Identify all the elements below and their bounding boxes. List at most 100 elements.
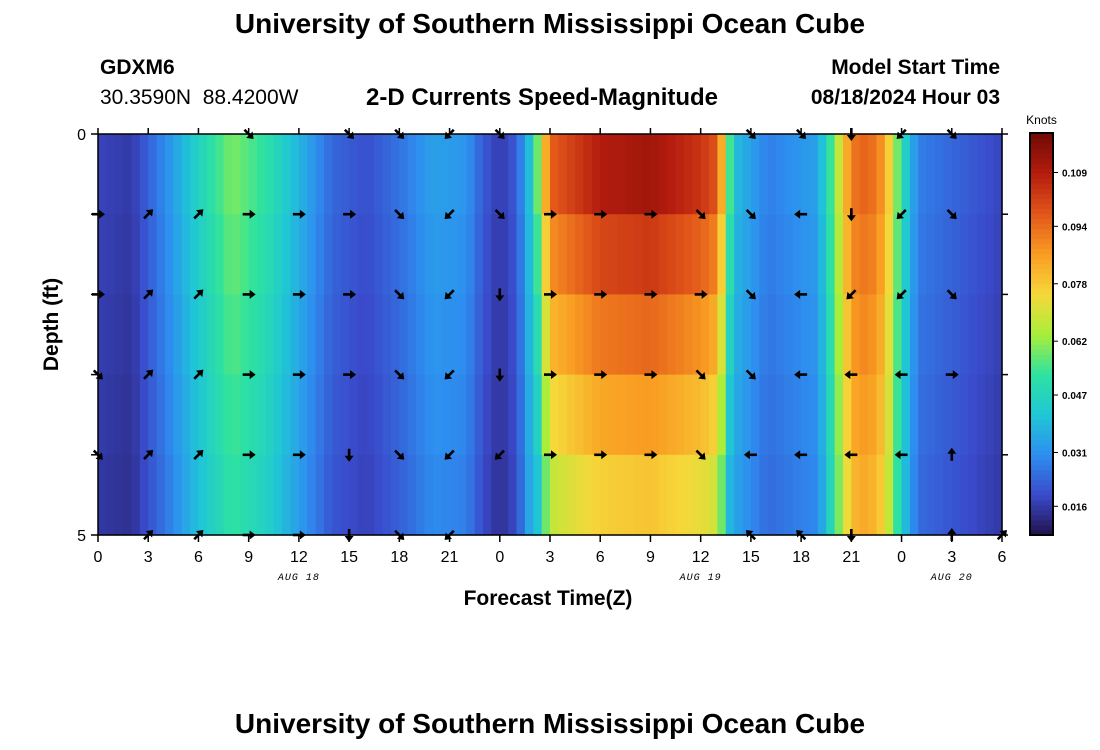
heatmap-cell — [734, 374, 744, 456]
heatmap-cell — [717, 214, 727, 295]
heatmap-cell — [826, 454, 836, 536]
heatmap-cell — [750, 294, 760, 376]
heatmap-cell — [533, 214, 543, 295]
heatmap-cell — [198, 214, 208, 295]
x-tick-label: 0 — [897, 549, 906, 566]
colorbar-segment — [1030, 399, 1053, 405]
heatmap-cell — [198, 294, 208, 376]
heatmap-cell — [123, 454, 133, 536]
heatmap-cell — [675, 454, 685, 536]
heatmap-cell — [742, 294, 752, 376]
colorbar-segment — [1030, 198, 1053, 204]
colorbar-segment — [1030, 394, 1053, 400]
heatmap-cell — [767, 214, 777, 295]
heatmap-cell — [893, 294, 903, 376]
current-vectors — [92, 128, 1007, 542]
heatmap-cell — [516, 134, 526, 215]
current-vector-arrow — [494, 209, 505, 220]
heatmap-cell — [390, 454, 400, 536]
current-vector-arrow — [494, 128, 505, 139]
heatmap-cell — [499, 374, 509, 456]
current-vector-arrow — [846, 208, 856, 222]
heatmap-cell — [231, 134, 241, 215]
heatmap-cell — [859, 374, 869, 456]
heatmap-cell — [709, 134, 719, 215]
heatmap-cell — [198, 374, 208, 456]
heatmap-cell — [776, 294, 785, 376]
heatmap-cell — [390, 214, 400, 295]
heatmap-cell — [374, 294, 384, 376]
heatmap-cell — [742, 134, 752, 215]
colorbar-segment — [1030, 268, 1053, 275]
model-start-label: Model Start Time — [831, 56, 1000, 79]
heatmap-cell — [324, 294, 333, 376]
heatmap-cell — [432, 294, 442, 376]
heatmap-cell — [307, 294, 317, 376]
heatmap-cell — [700, 454, 710, 536]
heatmap-cell — [508, 214, 518, 295]
heatmap-cell — [98, 134, 107, 215]
heatmap-cell — [131, 374, 141, 456]
heatmap-cell — [298, 294, 308, 376]
heatmap-cell — [382, 214, 392, 295]
heatmap-cell — [349, 214, 359, 295]
heatmap-cell — [583, 294, 593, 376]
heatmap-cell — [190, 454, 200, 536]
heatmap-cell — [893, 214, 903, 295]
heatmap-cell — [817, 134, 827, 215]
heatmap-cell — [533, 454, 543, 536]
current-vector-arrow — [193, 369, 204, 380]
heatmap-cell — [390, 374, 400, 456]
colorbar-segment — [1030, 349, 1053, 355]
heatmap-cell — [558, 294, 568, 376]
heatmap-cell — [692, 374, 702, 456]
heatmap-cell — [390, 294, 400, 376]
heatmap-cell — [960, 134, 970, 215]
colorbar-segment — [1030, 354, 1053, 360]
x-tick-label: 12 — [692, 549, 710, 566]
heatmap-cell — [968, 454, 978, 536]
current-vector-arrow — [494, 449, 505, 460]
heatmap-cell — [876, 294, 886, 376]
heatmap-cell — [550, 454, 559, 536]
date-label: AUG 18 — [277, 573, 320, 584]
heatmap-cell — [809, 134, 819, 215]
colorbar-segment — [1030, 489, 1053, 496]
heatmap-cell — [508, 374, 518, 456]
heatmap-cell — [709, 454, 719, 536]
colorbar-segment — [1030, 173, 1053, 179]
heatmap-cell — [524, 134, 534, 215]
heatmap-cell — [667, 454, 677, 536]
current-vector-arrow — [594, 450, 608, 460]
colorbar-segment — [1030, 263, 1053, 270]
heatmap-cell — [106, 214, 116, 295]
heatmap-cell — [164, 134, 174, 215]
heatmap-cell — [432, 214, 442, 295]
colorbar-segment — [1030, 313, 1053, 320]
colorbar-segment — [1030, 389, 1053, 395]
station-id: GDXM6 — [100, 56, 175, 79]
heatmap-cell — [608, 134, 618, 215]
heatmap-cell — [265, 214, 275, 295]
current-vector-arrow — [644, 289, 658, 299]
current-vector-arrow — [544, 209, 557, 219]
current-vector-arrow — [92, 209, 105, 219]
heatmap-cell — [248, 454, 258, 536]
heatmap-cell — [759, 214, 769, 295]
colorbar-tick-label: 0.016 — [1062, 502, 1087, 513]
heatmap-cell — [156, 374, 166, 456]
heatmap-cell — [876, 134, 886, 215]
heatmap-cell — [868, 374, 878, 456]
heatmap-cell — [198, 454, 208, 536]
heatmap-cell — [190, 374, 200, 456]
heatmap-cell — [441, 294, 451, 376]
heatmap-cell — [357, 214, 367, 295]
x-tick-label: 15 — [340, 549, 358, 566]
colorbar-segment — [1030, 133, 1053, 139]
heatmap-cell — [918, 214, 928, 295]
heatmap-cell — [332, 134, 342, 215]
heatmap-cell — [131, 214, 141, 295]
heatmap-cell — [508, 454, 518, 536]
colorbar-tick-label: 0.031 — [1062, 448, 1087, 459]
heatmap-cell — [231, 374, 241, 456]
